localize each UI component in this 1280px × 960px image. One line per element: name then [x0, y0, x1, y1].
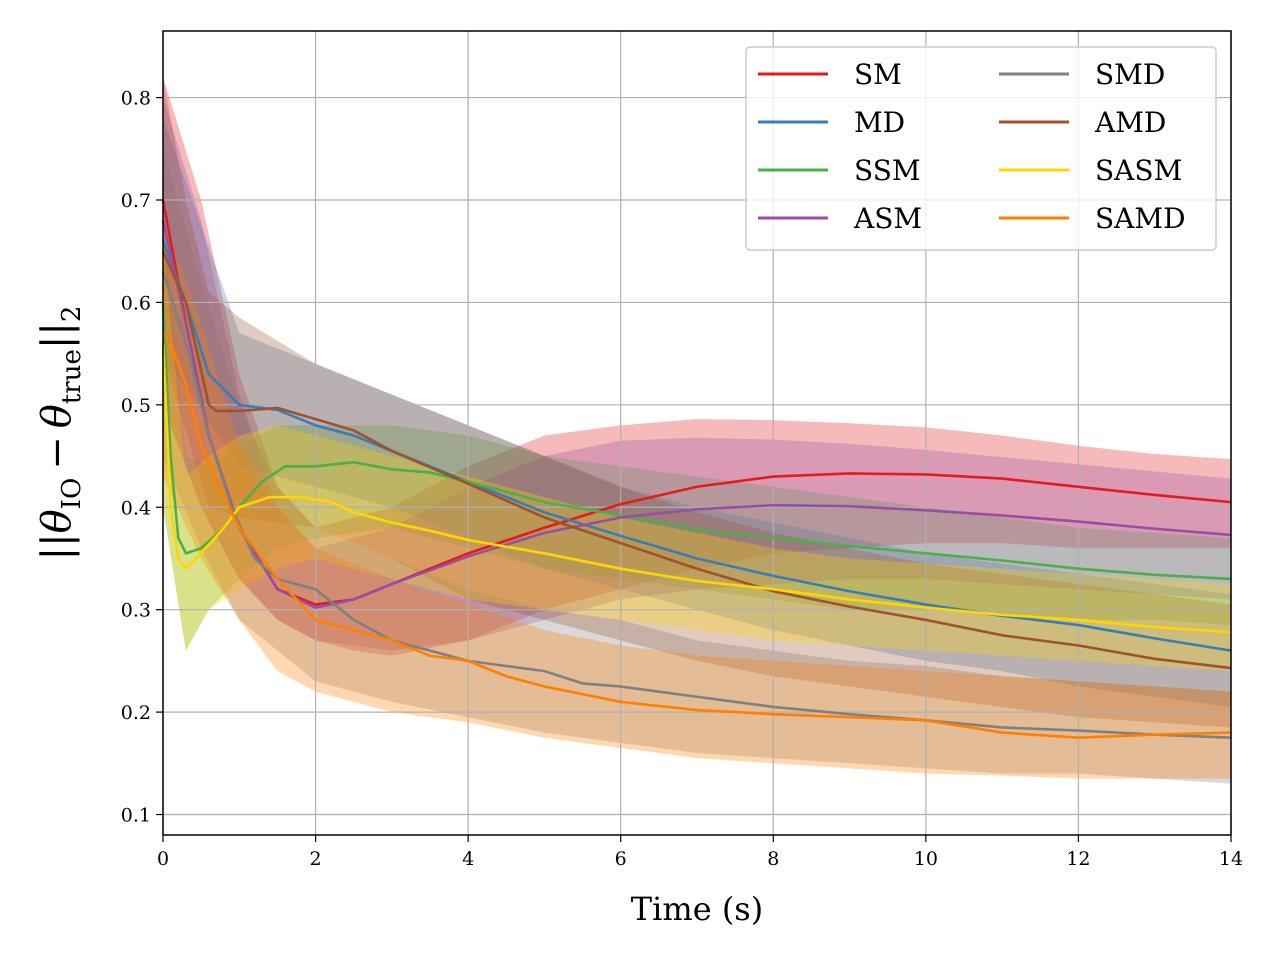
y-tick-label: 0.8 — [121, 88, 151, 110]
band-md — [163, 118, 1231, 707]
band-samd — [163, 220, 1231, 779]
y-axis-ticks: 0.1 0.2 0.3 0.4 0.5 0.6 0.7 0.8 — [121, 88, 163, 827]
x-tick-label: 0 — [157, 848, 169, 870]
y-tick-label: 0.4 — [121, 497, 151, 519]
ylabel-sub-io: IO — [57, 478, 87, 510]
series-lines — [161, 199, 1232, 740]
line-smd — [161, 271, 1232, 739]
x-tick-label: 6 — [615, 848, 627, 870]
y-axis-label: ||θIO−θtrue||2 — [34, 306, 87, 561]
line-amd — [161, 250, 1232, 670]
x-tick-label: 4 — [462, 848, 474, 870]
svg-text:||θIO−θtrue||2: ||θIO−θtrue||2 — [34, 306, 87, 561]
ylabel-theta-2: θ — [34, 404, 80, 428]
legend-item-samd: SAMD — [999, 202, 1186, 235]
plot-frame — [162, 30, 1232, 836]
legend-label: SASM — [1095, 154, 1182, 187]
legend-label: SMD — [1095, 58, 1165, 91]
legend-box — [745, 46, 1217, 251]
ylabel-sub-two: 2 — [57, 306, 87, 323]
legend-item-md: MD — [758, 106, 905, 139]
band-sm — [163, 77, 1231, 656]
line-samd — [161, 332, 1232, 740]
ylabel-sub-true: true — [57, 349, 87, 404]
legend-label: SSM — [854, 154, 921, 187]
ylabel-minus: − — [34, 436, 80, 470]
legend-item-ssm: SSM — [758, 154, 921, 187]
x-tick-label: 12 — [1066, 848, 1090, 870]
y-tick-label: 0.2 — [121, 702, 151, 724]
x-tick-label: 8 — [767, 848, 779, 870]
y-tick-label: 0.7 — [121, 190, 151, 212]
legend-item-amd: AMD — [999, 106, 1166, 139]
legend: SM MD SSM ASM SMD AMD SASM SAMD — [745, 46, 1217, 251]
ylabel-bars-open: || — [34, 533, 80, 560]
x-tick-label: 2 — [310, 848, 322, 870]
legend-label: SM — [854, 58, 902, 91]
y-tick-label: 0.6 — [121, 292, 151, 314]
x-tick-label: 14 — [1219, 848, 1243, 870]
legend-item-asm: ASM — [758, 202, 922, 235]
band-ssm — [163, 220, 1231, 651]
legend-label: ASM — [853, 202, 922, 235]
legend-item-sm: SM — [758, 58, 902, 91]
band-smd — [163, 148, 1231, 784]
y-tick-label: 0.3 — [121, 600, 151, 622]
line-ssm — [161, 302, 1232, 581]
ylabel-theta: θ — [34, 509, 80, 533]
legend-item-smd: SMD — [999, 58, 1165, 91]
band-sasm — [163, 240, 1231, 672]
legend-label: MD — [854, 106, 905, 139]
x-tick-label: 10 — [914, 848, 938, 870]
legend-item-sasm: SASM — [999, 154, 1182, 187]
band-amd — [163, 77, 1231, 728]
x-axis-ticks: 0 2 4 6 8 10 12 14 — [157, 835, 1243, 870]
y-tick-label: 0.5 — [121, 395, 151, 417]
legend-label: SAMD — [1095, 202, 1186, 235]
x-axis-label: Time (s) — [631, 890, 763, 928]
legend-label: AMD — [1094, 106, 1166, 139]
ylabel-bars-close: || — [34, 322, 80, 349]
y-tick-label: 0.1 — [121, 805, 151, 827]
line-sasm — [161, 343, 1232, 634]
